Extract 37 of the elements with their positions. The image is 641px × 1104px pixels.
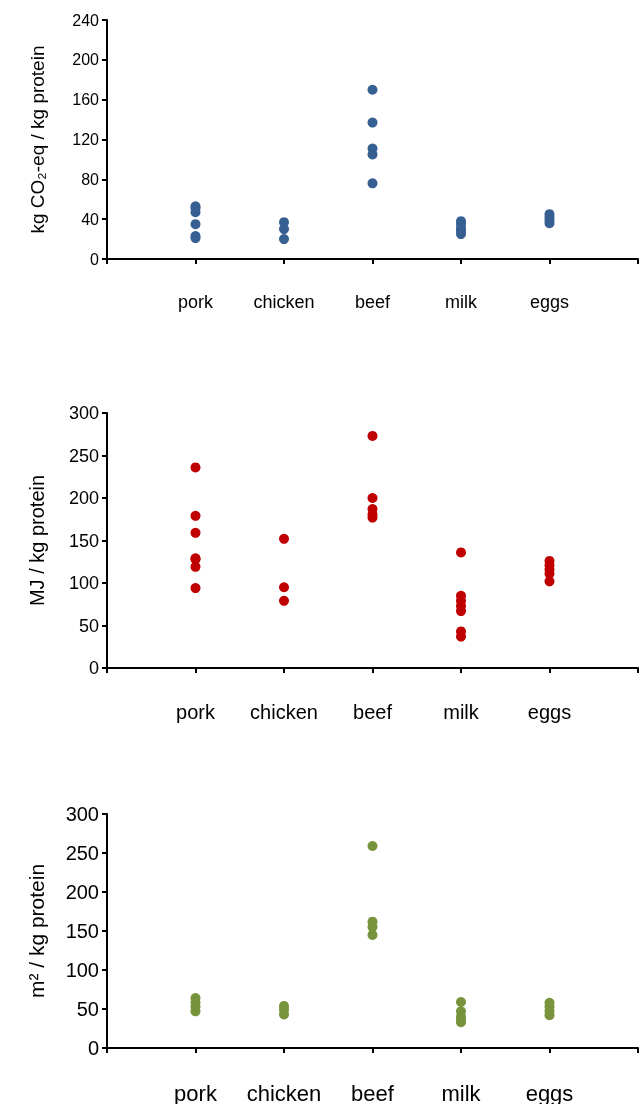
x-tick-label: pork: [177, 292, 215, 312]
y-tick-label: 150: [65, 920, 99, 942]
y-tick-label: 250: [68, 445, 99, 466]
y-tick-label: 200: [68, 488, 99, 508]
y-tick-label: 200: [65, 881, 99, 903]
y-tick-label: 100: [68, 573, 99, 593]
y-tick-label: 0: [88, 658, 99, 678]
y-tick-label: 250: [65, 842, 99, 864]
x-tick-label: milk: [441, 1080, 482, 1104]
y-axis-title: kg CO₂-eq / kg protein: [27, 45, 48, 234]
x-tick-label: eggs: [529, 292, 570, 312]
y-tick-label: 300: [68, 403, 99, 423]
y-tick-label: 0: [90, 250, 100, 268]
y-tick-label: 160: [72, 91, 100, 109]
x-tick-label: milk: [445, 292, 478, 312]
x-tick-label: chicken: [246, 1080, 322, 1104]
x-tick-label: chicken: [250, 701, 318, 723]
y-tick-label: 50: [76, 998, 99, 1020]
y-axis-title: m² / kg protein: [25, 863, 48, 999]
y-tick-label: 300: [65, 803, 99, 825]
x-tick-label: chicken: [253, 292, 315, 312]
y-tick-label: 40: [81, 210, 100, 228]
y-tick-label: 120: [72, 131, 100, 148]
y-tick-label: 240: [72, 11, 100, 29]
x-tick-label: milk: [443, 701, 480, 723]
x-tick-label: eggs: [527, 701, 572, 723]
y-tick-label: 200: [72, 51, 100, 69]
x-tick-label: beef: [354, 292, 392, 312]
y-tick-label: 100: [65, 959, 99, 981]
y-tick-label: 80: [81, 170, 100, 188]
y-tick-label: 150: [68, 530, 99, 551]
y-axis-title: MJ / kg protein: [26, 474, 48, 607]
x-tick-label: beef: [353, 701, 393, 723]
y-tick-label: 0: [87, 1037, 99, 1059]
x-tick-label: pork: [176, 701, 216, 723]
y-tick-label: 50: [78, 615, 99, 636]
x-tick-label: beef: [351, 1080, 395, 1104]
